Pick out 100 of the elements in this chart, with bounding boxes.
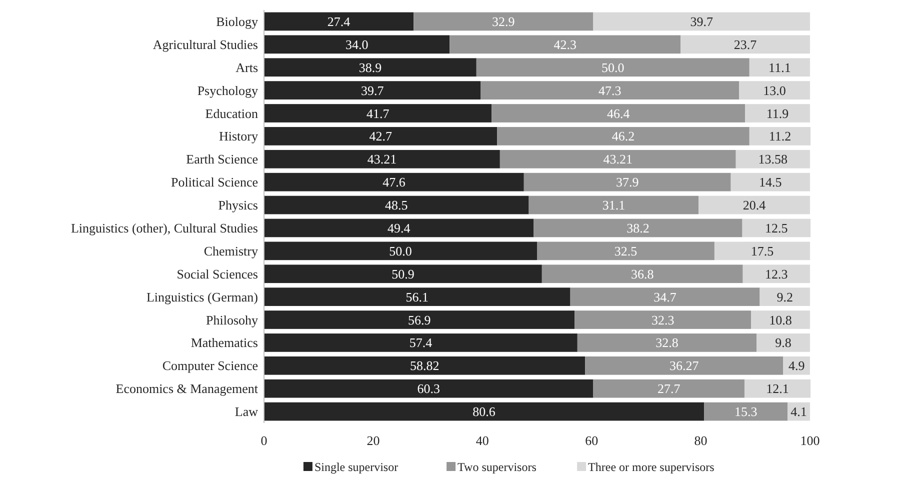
bar bbox=[264, 81, 481, 100]
legend-label: Single supervisor bbox=[314, 460, 398, 474]
data-label: 12.3 bbox=[765, 266, 788, 282]
bar bbox=[574, 310, 752, 329]
bar bbox=[577, 334, 756, 352]
x-tick-label: 0 bbox=[260, 433, 268, 448]
data-label: 10.8 bbox=[769, 312, 792, 328]
bar bbox=[704, 402, 788, 421]
data-label: 9.8 bbox=[775, 335, 792, 350]
bar bbox=[756, 334, 810, 352]
data-label: 47.6 bbox=[382, 174, 406, 190]
data-label: 60.3 bbox=[417, 381, 440, 396]
bar bbox=[593, 12, 810, 31]
bar bbox=[745, 104, 810, 122]
data-label: 43.21 bbox=[367, 152, 397, 167]
data-label: 15.3 bbox=[734, 404, 758, 420]
y-tick-label: Linguistics (other), Cultural Studies bbox=[70, 220, 258, 236]
y-tick-label: Political Science bbox=[170, 174, 258, 190]
data-label: 48.5 bbox=[385, 198, 408, 213]
data-label: 4.1 bbox=[790, 404, 807, 420]
bar bbox=[497, 127, 750, 146]
data-label: 17.5 bbox=[750, 243, 774, 258]
y-tick-label: Agricultural Studies bbox=[152, 36, 258, 52]
y-tick-label: Chemistry bbox=[204, 243, 258, 258]
data-label: 32.9 bbox=[492, 14, 515, 30]
bar bbox=[264, 127, 498, 146]
data-label: 42.3 bbox=[554, 36, 576, 52]
bar bbox=[585, 356, 784, 375]
data-label: 27.4 bbox=[327, 14, 351, 30]
data-label: 38.2 bbox=[626, 220, 650, 236]
data-label: 50.0 bbox=[602, 60, 624, 75]
data-label: 50.0 bbox=[389, 243, 412, 258]
bar bbox=[264, 104, 492, 122]
bar bbox=[749, 58, 810, 77]
y-tick-label: Physics bbox=[218, 198, 258, 213]
data-label: 4.9 bbox=[788, 358, 805, 374]
bar bbox=[744, 379, 811, 398]
data-label: 58.82 bbox=[410, 358, 440, 374]
bar bbox=[534, 218, 742, 238]
data-label: 34.0 bbox=[345, 36, 368, 52]
data-label: 43.21 bbox=[603, 152, 633, 167]
y-tick-label: Biology bbox=[216, 14, 258, 30]
bar bbox=[570, 288, 760, 306]
data-label: 27.7 bbox=[657, 381, 681, 396]
y-tick-label: Linguistics (German) bbox=[146, 289, 258, 304]
legend-label: Two supervisors bbox=[458, 460, 537, 474]
bar bbox=[593, 379, 744, 398]
data-label: 57.4 bbox=[409, 335, 433, 350]
bar bbox=[264, 334, 578, 352]
data-label: 49.4 bbox=[387, 220, 411, 236]
data-label: 23.7 bbox=[734, 36, 758, 52]
data-label: 20.4 bbox=[742, 198, 766, 213]
bar bbox=[742, 218, 811, 238]
bar bbox=[264, 242, 537, 260]
y-tick-label: Arts bbox=[236, 60, 258, 75]
bar bbox=[264, 58, 476, 77]
data-label: 11.1 bbox=[768, 60, 791, 75]
data-label: 36.8 bbox=[631, 266, 654, 282]
x-tick-label: 40 bbox=[476, 433, 489, 448]
data-label: 34.7 bbox=[654, 289, 677, 304]
data-label: 42.7 bbox=[369, 128, 392, 144]
bar bbox=[730, 172, 810, 192]
data-label: 56.1 bbox=[406, 289, 429, 304]
data-label: 13.0 bbox=[763, 82, 786, 98]
y-tick-label: Social Sciences bbox=[176, 266, 258, 282]
data-label: 32.8 bbox=[656, 335, 678, 350]
bar bbox=[542, 264, 743, 284]
data-label: 32.3 bbox=[651, 312, 674, 328]
legend-label: Three or more supervisors bbox=[588, 460, 715, 474]
bar bbox=[264, 172, 524, 192]
bar bbox=[480, 81, 740, 100]
data-label: 11.2 bbox=[768, 128, 792, 144]
bar bbox=[264, 288, 570, 306]
bar bbox=[264, 402, 704, 421]
data-label: 9.2 bbox=[776, 289, 794, 304]
bar bbox=[751, 310, 810, 329]
bar bbox=[264, 310, 575, 329]
y-tick-label: Philosohy bbox=[206, 312, 258, 328]
data-label: 56.9 bbox=[408, 312, 431, 328]
data-label: 11.9 bbox=[766, 106, 789, 121]
y-tick-label: Computer Science bbox=[162, 358, 258, 374]
bar bbox=[680, 35, 810, 54]
data-label: 47.3 bbox=[598, 82, 622, 98]
data-label: 14.5 bbox=[759, 174, 782, 190]
bar bbox=[749, 127, 811, 146]
x-tick-label: 60 bbox=[585, 433, 598, 448]
bar bbox=[264, 35, 450, 54]
bar bbox=[698, 196, 810, 214]
y-tick-label: Psychology bbox=[197, 82, 258, 98]
data-label: 13.58 bbox=[758, 152, 788, 167]
data-label: 39.7 bbox=[361, 82, 384, 98]
y-tick-label: Mathematics bbox=[190, 335, 258, 350]
data-label: 41.7 bbox=[366, 106, 390, 121]
bar bbox=[264, 196, 529, 214]
bar bbox=[264, 264, 542, 284]
data-label: 31.1 bbox=[602, 198, 626, 213]
bar bbox=[736, 150, 810, 168]
bar bbox=[264, 150, 500, 168]
bar bbox=[492, 104, 746, 122]
bar bbox=[264, 12, 414, 31]
